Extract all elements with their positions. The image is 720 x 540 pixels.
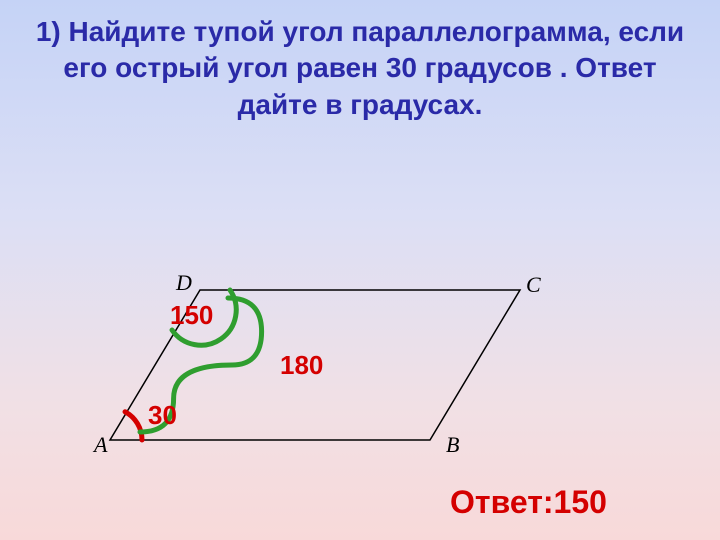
angle-value-30: 30 bbox=[148, 400, 177, 431]
vertex-label-b: B bbox=[446, 432, 459, 458]
vertex-label-c: C bbox=[526, 272, 541, 298]
angle-value-150: 150 bbox=[170, 300, 213, 331]
vertex-label-a: A bbox=[94, 432, 107, 458]
angle-value-180: 180 bbox=[280, 350, 323, 381]
answer-text: Ответ:150 bbox=[450, 484, 607, 521]
parallelogram-diagram: A B C D 30 150 180 bbox=[100, 270, 530, 460]
problem-title: 1) Найдите тупой угол параллелограмма, е… bbox=[0, 14, 720, 123]
vertex-label-d: D bbox=[176, 270, 192, 296]
